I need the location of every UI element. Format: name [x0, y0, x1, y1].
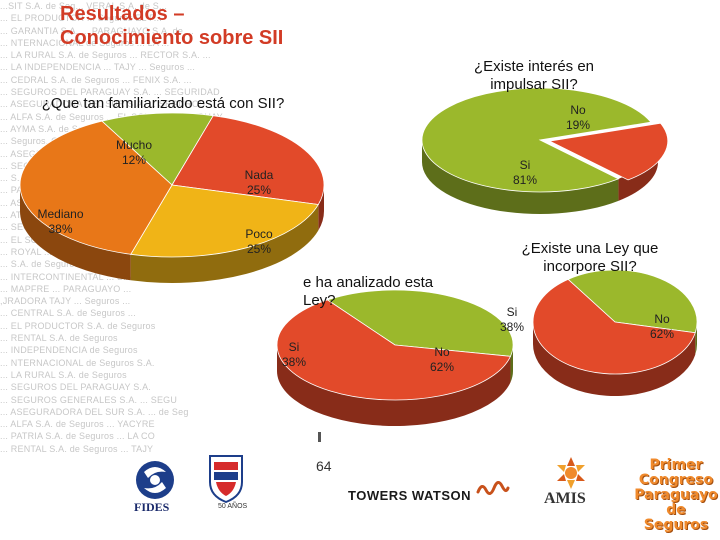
- background-company-line: ... NTERNACIONAL de Seguros ... LA ...: [0, 37, 170, 48]
- fides-logo-icon: [136, 461, 174, 499]
- background-company-line: ... SEGUROS GENERALES S.A. ... SEGU: [0, 394, 178, 405]
- slide-title-line-1: Resultados –: [60, 3, 185, 25]
- background-company-line: ... S.A. de Seguros ... VERAL ...: [0, 259, 134, 270]
- pie-side-si: [422, 140, 619, 214]
- question-law-exists: ¿Existe una Ley que incorpore SII?: [521, 240, 659, 275]
- fides-logo-text: FIDES: [134, 500, 170, 514]
- congreso-line-2: Congreso: [638, 472, 714, 488]
- background-company-line: ... LA INDEPENDENCIA ... TAJY ... Seguro…: [0, 62, 196, 73]
- amis-logo-icon: [557, 457, 585, 489]
- congreso-line-1: Primer: [649, 457, 703, 473]
- pie-slice-poco: [130, 184, 319, 258]
- pie-side-nada: [318, 185, 324, 231]
- background-company-line: ... ALFA S.A. de Seguros ... EL SOL DEL …: [0, 111, 223, 122]
- pie-side-si: [510, 345, 513, 383]
- background-company-line: ... SEGUROS DEL PARAGUAY S.A. ... SEGURI…: [0, 87, 220, 98]
- background-company-line: ... EL PRODUCTOR ... Seguros EL F...: [0, 13, 162, 24]
- label-familiar-nada: Nada 25%: [244, 168, 274, 197]
- question-familiarity: ¿Que tan familiarizado está con SII?: [41, 95, 285, 112]
- background-company-line: ,JRADORA TAJY ... Seguros ...: [0, 296, 131, 307]
- pie-slice-nada: [171, 115, 325, 205]
- footer-divider: [318, 432, 321, 442]
- background-company-line: ... PATRIA S.A. de Seguros ... LA CO: [0, 431, 155, 442]
- pie-slice-mediano: [19, 120, 173, 255]
- background-company-line: ... CENTRAL S.A. de Seguros ...: [0, 308, 136, 319]
- pie-chart-law-analyzed: [276, 289, 514, 427]
- label-law-exists-no: No 62%: [649, 312, 675, 341]
- pie-slice-no: [276, 299, 512, 401]
- towers-watson-logo: TOWERS WATSON: [348, 488, 472, 503]
- background-company-line: ... RENTAL S.A. de Seguros ... TAJY: [0, 443, 154, 454]
- background-company-line: ... LA RURAL S.A. de Seguros ... RECTOR …: [0, 50, 211, 61]
- fifty-years-logo-text: 50 AÑOS: [218, 503, 248, 510]
- pie-slice-si: [567, 269, 698, 334]
- question-interest: ¿Existe interés en impulsar SII?: [473, 58, 595, 93]
- question-law-analyzed: e ha analizado esta Ley?: [303, 274, 434, 309]
- background-company-line: ... ASEGURADORA DEL SUR S.A. ... SEGUROS…: [0, 99, 217, 110]
- background-company-line: ... ALFA S.A. de Seguros ... YACYRE: [0, 419, 155, 430]
- background-company-line: ... INTERCONTINENTAL ... S.A. ...: [0, 271, 146, 282]
- pie-chart-familiarity: [19, 112, 325, 283]
- background-company-line: ... GARANTIA S.A. ... PARAGUAYO S.A. de …: [0, 25, 194, 36]
- label-law-analyzed-si: Si 38%: [281, 340, 307, 369]
- label-interest-si: Si 81%: [512, 158, 538, 187]
- slide-title: Resultados – Conocimiento sobre SII: [60, 2, 283, 50]
- pie-chart-interest: [421, 87, 669, 214]
- pie-side-mediano: [20, 185, 131, 281]
- pie-slice-mucho: [101, 112, 214, 186]
- amis-logo-text: AMIS: [544, 490, 586, 507]
- fifty-years-logo-icon: [209, 455, 243, 504]
- slide-title-line-2: Conocimiento sobre SII: [60, 27, 284, 49]
- pie-side-no: [277, 345, 511, 427]
- pie-slice-si: [326, 289, 514, 357]
- background-company-line: ... NTERNACIONAL de Seguros S.A.: [0, 357, 155, 368]
- label-law-analyzed-no: No 62%: [429, 345, 455, 374]
- label-familiar-mucho: Mucho 12%: [115, 138, 153, 167]
- background-company-line: ...SIT S.A. de Seg... VERAL S.A. de S...: [0, 1, 168, 11]
- pie-slice-si: [421, 87, 652, 193]
- label-law-exists-si: Si 38%: [499, 305, 525, 334]
- background-company-line: ... INDEPENDENCIA de Seguros: [0, 345, 138, 356]
- pie-slice-no: [548, 122, 669, 181]
- congreso-line-3: Paraguayo: [634, 487, 718, 503]
- congreso-line-4: de Seguros: [643, 502, 709, 533]
- background-company-line: ... ASEGURADORA DEL SUR S.A. ... de Seg: [0, 406, 189, 417]
- pie-side-si: [695, 322, 697, 355]
- label-familiar-poco: Poco 25%: [245, 227, 273, 256]
- label-familiar-mediano: Mediano 38%: [37, 207, 84, 236]
- background-company-line: ... CEDRAL S.A. de Seguros ... FENIX S.A…: [0, 74, 192, 85]
- pie-side-poco: [130, 204, 319, 283]
- pie-chart-law-exists: [532, 269, 698, 397]
- label-interest-no: No 19%: [565, 103, 591, 132]
- pie-side-no: [533, 322, 696, 397]
- background-company-line: ... SEGUROS DEL PARAGUAY S.A.: [0, 382, 152, 393]
- background-company-line: ... EL PRODUCTOR S.A. de Seguros: [0, 320, 156, 331]
- background-company-line: ... RENTAL S.A. de Seguros: [0, 333, 118, 344]
- pie-slice-no: [532, 278, 696, 375]
- towers-watson-mark-icon: [476, 481, 510, 495]
- background-company-line: ... MAPFRE ... PARAGUAYO ...: [0, 283, 132, 294]
- congreso-logo: Primer Congreso Paraguayo de Seguros: [634, 458, 718, 533]
- page-number: 64: [316, 458, 332, 474]
- background-company-line: ... LA RURAL S.A. de Seguros: [0, 369, 127, 380]
